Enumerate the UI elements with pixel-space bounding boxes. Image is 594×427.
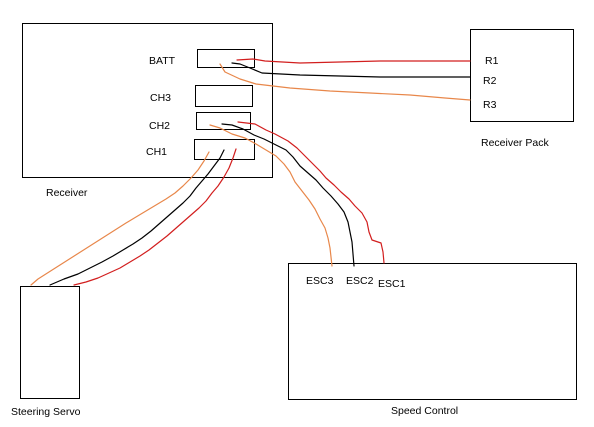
- esc3-label: ESC3: [306, 275, 334, 287]
- batt-label: BATT: [149, 55, 176, 67]
- esc2-label: ESC2: [346, 275, 374, 287]
- wire-batt-r2-black: [231, 62, 471, 78]
- r3-label: R3: [483, 99, 497, 111]
- ch3-label: CH3: [150, 92, 171, 104]
- receiver-pack-box: [470, 29, 574, 122]
- steering-servo-label: Steering Servo: [11, 406, 81, 418]
- port-ch1-box: [194, 139, 255, 160]
- r1-label: R1: [485, 55, 499, 67]
- ch1-label: CH1: [146, 146, 167, 158]
- esc1-label: ESC1: [378, 278, 406, 290]
- wire-ch1-servo-black: [49, 149, 225, 286]
- speed-control-box: [288, 263, 577, 400]
- ch2-label: CH2: [149, 120, 170, 132]
- port-batt-box: [197, 49, 255, 68]
- wire-ch2-esc1-red: [237, 121, 385, 264]
- wire-ch1-servo-red: [73, 148, 237, 286]
- speed-control-label: Speed Control: [391, 405, 458, 417]
- steering-servo-box: [20, 286, 80, 399]
- wire-ch2-esc3-orange: [209, 124, 333, 267]
- wire-batt-r1-red: [236, 58, 471, 64]
- receiver-pack-label: Receiver Pack: [481, 137, 549, 149]
- port-ch2-box: [196, 112, 251, 130]
- wire-batt-r3-orange: [219, 63, 471, 101]
- receiver-label: Receiver: [46, 187, 88, 199]
- wire-ch2-esc2-black: [221, 123, 355, 267]
- wire-ch1-servo-orange: [30, 151, 210, 286]
- r2-label: R2: [483, 75, 497, 87]
- port-ch3-box: [195, 85, 253, 107]
